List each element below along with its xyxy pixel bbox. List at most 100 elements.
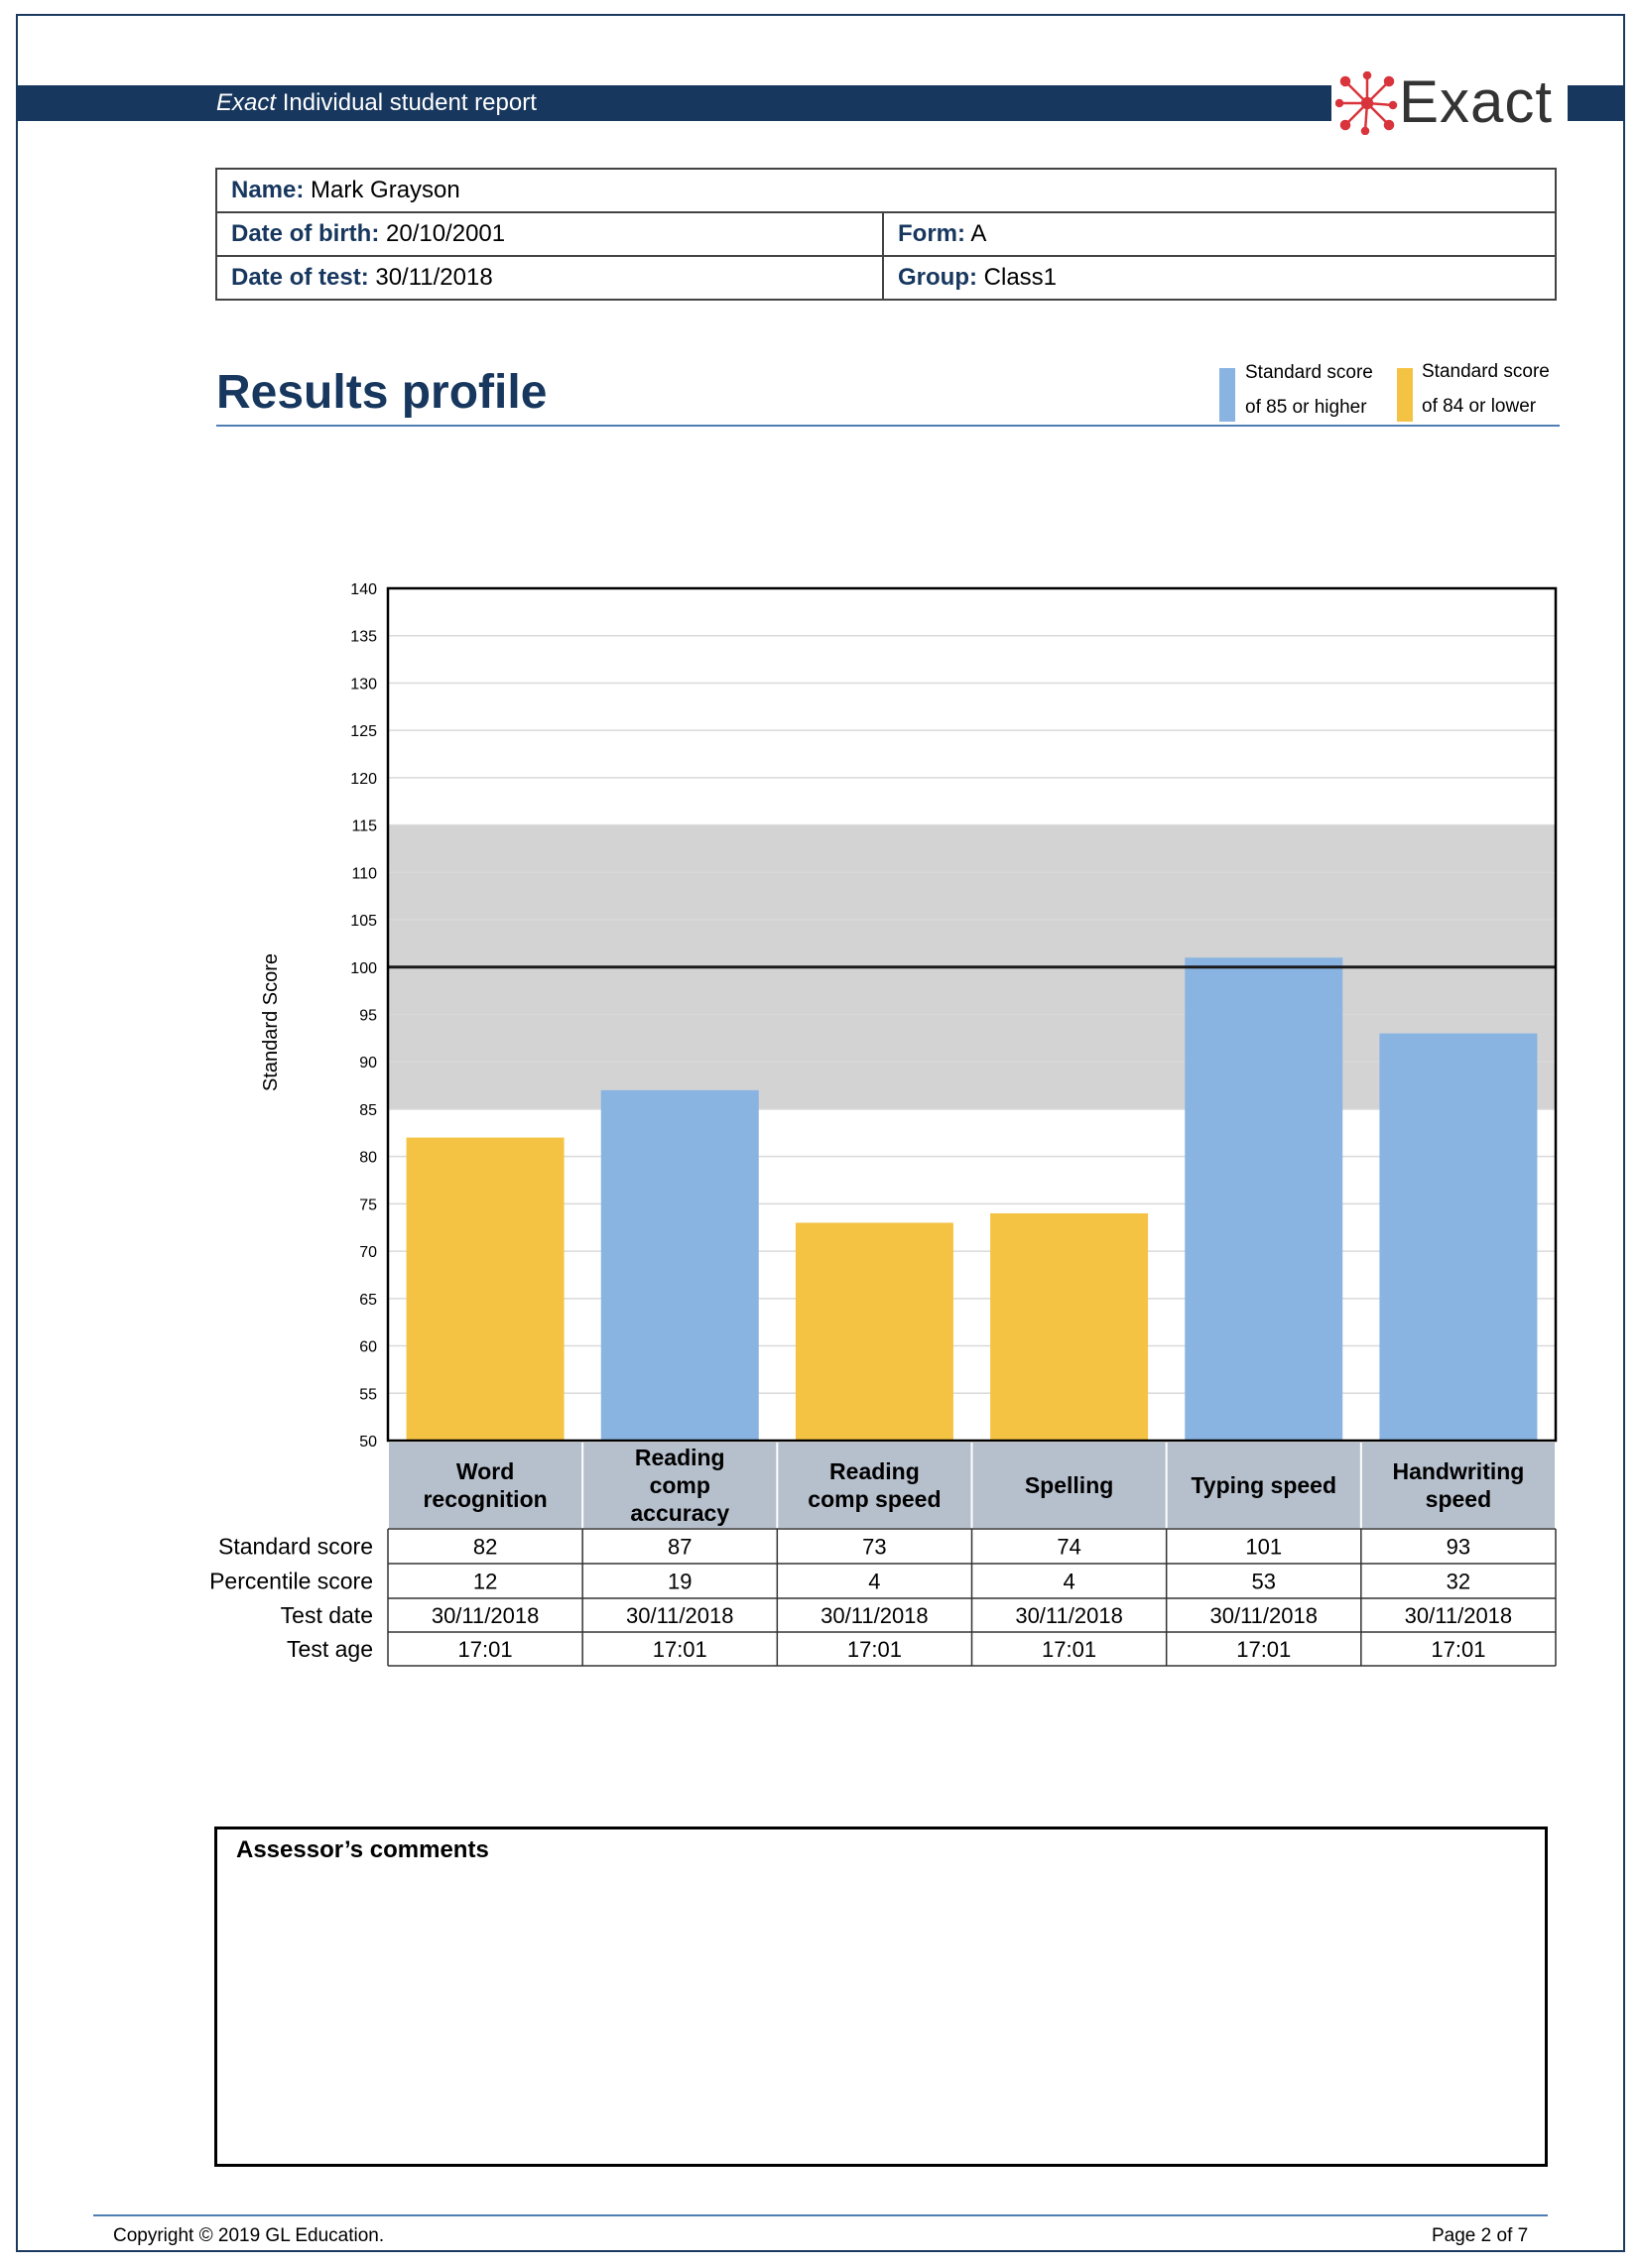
table-cell: 30/11/2018 (1210, 1603, 1318, 1628)
test-date-cell: Date of test: 30/11/2018 (215, 255, 884, 301)
dob-label: Date of birth: (231, 220, 380, 247)
y-tick-label: 120 (350, 771, 377, 788)
student-name: Mark Grayson (311, 177, 460, 203)
legend-below-line2: of 84 or lower (1422, 396, 1537, 417)
table-cell: 17:01 (1042, 1637, 1096, 1662)
legend-below-line1: Standard score (1422, 361, 1550, 382)
legend-swatch-below (1397, 368, 1413, 422)
y-tick-label: 90 (359, 1055, 377, 1071)
plot-frame (386, 586, 1558, 1443)
group-value: Class1 (983, 264, 1058, 291)
table-cell: 74 (1057, 1535, 1080, 1560)
category-label: recognition (423, 1486, 547, 1512)
table-cell: 30/11/2018 (1015, 1603, 1122, 1628)
table-cell: 82 (473, 1535, 497, 1560)
name-label: Name: (231, 177, 305, 203)
table-cell: 17:01 (458, 1637, 513, 1662)
y-tick-label: 125 (350, 723, 377, 740)
y-tick-label: 110 (351, 865, 377, 882)
category-label: Spelling (1025, 1472, 1113, 1498)
bar (1379, 1033, 1538, 1441)
legend-swatch-above (1219, 368, 1235, 422)
legend-above-line2: of 85 or higher (1245, 397, 1367, 418)
category-label: Word (456, 1458, 514, 1484)
y-tick-label: 55 (359, 1386, 377, 1403)
table-cell: 30/11/2018 (626, 1603, 733, 1628)
y-tick-label: 135 (350, 629, 377, 646)
table-row-label: Test date (281, 1602, 373, 1628)
table-cell: 30/11/2018 (820, 1603, 928, 1628)
group-cell: Group: Class1 (882, 255, 1557, 301)
form-label: Form: (898, 220, 965, 247)
table-cell: 93 (1447, 1535, 1470, 1560)
category-label: Reading (829, 1458, 920, 1484)
bar (795, 1222, 953, 1441)
form-value: A (970, 220, 987, 247)
y-tick-label: 100 (350, 960, 377, 977)
y-tick-label: 115 (351, 819, 377, 835)
y-tick-label: 50 (359, 1434, 377, 1450)
y-tick-label: 70 (359, 1244, 377, 1261)
table-cell: 32 (1447, 1570, 1470, 1594)
report-title-brand: Exact (216, 89, 277, 116)
table-row-label: Test age (287, 1636, 373, 1662)
y-tick-label: 60 (359, 1339, 377, 1356)
y-tick-label: 85 (359, 1102, 377, 1119)
legend-above-line1: Standard score (1245, 362, 1373, 383)
table-cell: 17:01 (1431, 1637, 1485, 1662)
y-tick-label: 80 (359, 1150, 377, 1167)
category-label: speed (1426, 1486, 1491, 1512)
assessor-comments-title: Assessor’s comments (236, 1836, 489, 1863)
assessor-comments-box[interactable] (214, 1827, 1548, 2167)
y-tick-label: 65 (359, 1292, 377, 1309)
bar (1185, 957, 1343, 1441)
form-cell: Form: A (882, 211, 1557, 257)
table-cell: 53 (1252, 1570, 1276, 1594)
table-cell: 4 (1063, 1570, 1074, 1594)
group-label: Group: (898, 264, 977, 291)
y-tick-label: 105 (350, 913, 377, 930)
table-row-label: Percentile score (209, 1569, 373, 1594)
category-label: comp (650, 1472, 710, 1498)
footer-rule (93, 2214, 1548, 2216)
student-name-cell: Name: Mark Grayson (215, 168, 1557, 213)
y-axis-label: Standard Score (260, 953, 282, 1091)
category-label: accuracy (630, 1500, 729, 1526)
category-label: Typing speed (1191, 1472, 1336, 1498)
footer-page-number: Page 2 of 7 (1432, 2225, 1529, 2246)
results-title-rule (216, 425, 1560, 427)
table-cell: 17:01 (847, 1637, 902, 1662)
exact-logo-icon (1335, 71, 1398, 135)
table-cell: 17:01 (653, 1637, 707, 1662)
report-title: Exact Individual student report (216, 87, 537, 119)
table-cell: 30/11/2018 (432, 1603, 539, 1628)
table-row-label: Standard score (218, 1534, 373, 1560)
y-tick-label: 130 (350, 676, 377, 693)
y-tick-label: 95 (359, 1008, 377, 1025)
dob-value: 20/10/2001 (386, 220, 506, 247)
footer-copyright: Copyright © 2019 GL Education. (113, 2225, 385, 2246)
table-cell: 87 (668, 1535, 692, 1560)
category-label: comp speed (808, 1486, 941, 1512)
test-date-label: Date of test: (231, 264, 369, 291)
category-label: Reading (635, 1445, 725, 1470)
table-cell: 19 (668, 1570, 692, 1594)
table-cell: 101 (1245, 1535, 1282, 1560)
table-cell: 12 (473, 1570, 497, 1594)
table-cell: 4 (868, 1570, 880, 1594)
page-border (16, 14, 1625, 2252)
student-info-table: Name: Mark Grayson Date of birth: 20/10/… (215, 168, 1557, 301)
bar (600, 1089, 759, 1441)
dob-cell: Date of birth: 20/10/2001 (215, 211, 884, 257)
category-label: Handwriting (1392, 1458, 1524, 1484)
test-date-value: 30/11/2018 (375, 264, 493, 291)
y-tick-label: 75 (359, 1197, 377, 1213)
table-cell: 17:01 (1236, 1637, 1291, 1662)
logo-text: Exact (1399, 68, 1554, 135)
bar (406, 1137, 565, 1441)
table-cell: 73 (862, 1535, 886, 1560)
results-bar-chart: 50 55 60 65 70 75 80 85 90 95 100 105 110 115 120 125 13… (209, 581, 1558, 1667)
report-title-text: Individual student report (276, 89, 537, 116)
y-tick-label: 140 (350, 581, 377, 598)
results-profile-title: Results profile (216, 366, 548, 419)
